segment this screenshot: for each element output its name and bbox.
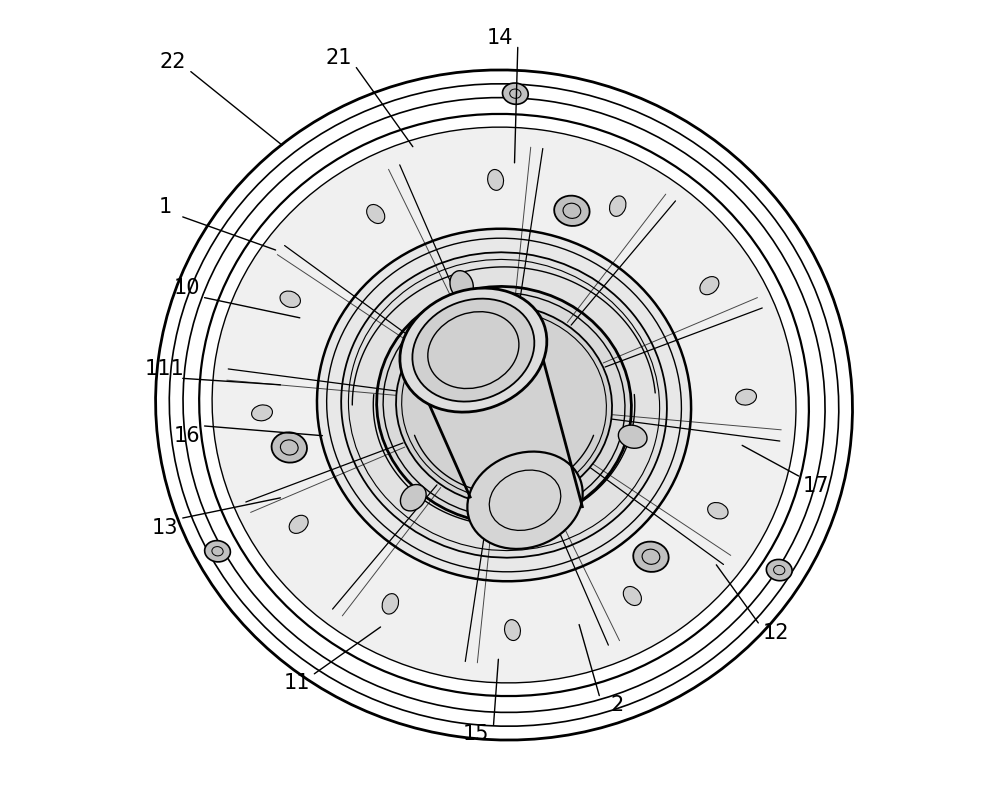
Text: 2: 2 xyxy=(610,695,624,715)
Text: 21: 21 xyxy=(325,48,352,68)
Text: 17: 17 xyxy=(803,475,830,496)
Text: 22: 22 xyxy=(160,52,186,72)
Ellipse shape xyxy=(382,594,399,614)
Ellipse shape xyxy=(700,276,719,295)
Ellipse shape xyxy=(341,253,667,557)
Text: 10: 10 xyxy=(174,278,200,298)
Ellipse shape xyxy=(505,620,520,641)
Ellipse shape xyxy=(488,169,504,190)
Ellipse shape xyxy=(317,228,691,582)
Ellipse shape xyxy=(633,542,669,572)
Ellipse shape xyxy=(554,196,590,226)
Ellipse shape xyxy=(450,271,473,299)
Ellipse shape xyxy=(708,502,728,519)
Ellipse shape xyxy=(618,425,647,448)
Ellipse shape xyxy=(377,287,631,523)
Ellipse shape xyxy=(400,288,547,412)
Ellipse shape xyxy=(610,196,626,216)
Ellipse shape xyxy=(252,405,272,421)
Text: 1: 1 xyxy=(158,197,172,217)
Ellipse shape xyxy=(412,299,534,402)
Ellipse shape xyxy=(467,452,583,549)
Text: 14: 14 xyxy=(487,28,513,48)
Ellipse shape xyxy=(212,127,796,683)
Text: 111: 111 xyxy=(145,359,185,378)
Ellipse shape xyxy=(623,586,641,606)
Ellipse shape xyxy=(400,484,426,511)
Ellipse shape xyxy=(396,305,612,505)
Text: 15: 15 xyxy=(463,724,489,744)
Ellipse shape xyxy=(502,83,528,104)
Ellipse shape xyxy=(205,540,230,562)
Text: 12: 12 xyxy=(763,623,789,642)
Ellipse shape xyxy=(272,433,307,463)
Ellipse shape xyxy=(289,515,308,534)
Text: 16: 16 xyxy=(173,426,200,446)
Ellipse shape xyxy=(766,560,792,581)
Ellipse shape xyxy=(736,389,756,405)
Ellipse shape xyxy=(367,204,385,224)
Ellipse shape xyxy=(280,291,300,308)
Text: 13: 13 xyxy=(152,518,178,538)
Text: 11: 11 xyxy=(283,673,310,693)
